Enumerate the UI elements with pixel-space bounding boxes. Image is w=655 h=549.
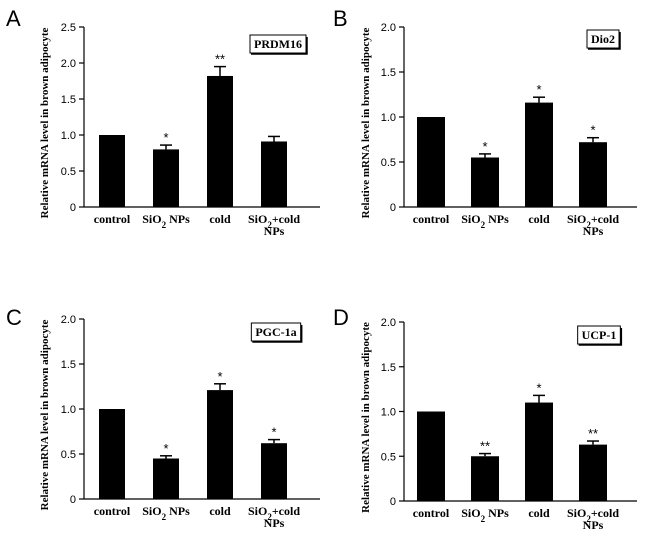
x-tick-label: NPs (264, 224, 285, 238)
significance-marker: * (482, 139, 487, 154)
x-tick-label: SiO2 NPs (142, 212, 190, 230)
y-tick-label: 1.0 (381, 112, 396, 124)
significance-marker: * (163, 130, 168, 145)
x-tick-label: cold (528, 506, 550, 520)
y-axis-label: Relative mRNA level in brown adipocyte (360, 322, 372, 513)
y-tick-label: 0.5 (61, 166, 76, 178)
bar (579, 444, 607, 501)
gene-label-shadow (252, 325, 303, 343)
significance-marker: * (271, 425, 276, 440)
significance-marker: * (536, 380, 541, 395)
panel-letter: D (333, 305, 349, 330)
y-tick-label: 0.5 (381, 157, 396, 169)
significance-marker: ** (480, 439, 490, 454)
bar (525, 102, 553, 207)
y-tick-label: 1.5 (381, 362, 396, 374)
y-tick-label: 0 (390, 202, 396, 214)
panel-letter: B (333, 6, 348, 31)
bar (99, 135, 125, 207)
panel-d: D Relative mRNA level in brown adipocyte 0… (333, 305, 637, 532)
gene-label-box (577, 325, 621, 345)
x-tick-label: SiO2+cold (567, 212, 619, 230)
y-tick-label: 1.0 (61, 130, 76, 142)
x-tick-label: NPs (264, 516, 285, 530)
bar (417, 411, 445, 501)
y-tick-label: 0.5 (381, 451, 396, 463)
y-tick-label: 2.0 (61, 58, 76, 70)
x-tick-label: cold (209, 504, 231, 518)
y-tick-label: 1.5 (61, 359, 76, 371)
panel-letter: C (6, 305, 22, 330)
y-tick-label: 0 (70, 494, 76, 506)
gene-label-shadow (251, 37, 308, 55)
y-tick-label: 1.5 (381, 67, 396, 79)
x-tick-label: SiO2 NPs (142, 504, 190, 522)
bar (471, 157, 499, 207)
bar (261, 141, 287, 207)
bar (261, 443, 287, 499)
significance-marker: * (217, 369, 222, 384)
gene-label: PRDM16 (254, 37, 302, 51)
x-tick-label: control (413, 212, 450, 226)
panel-a: A Relative mRNA level in brown adipocyte 0… (6, 6, 320, 238)
x-tick-label: control (94, 212, 131, 226)
y-axis-label: Relative mRNA level in brown adipocyte (39, 320, 51, 511)
y-tick-label: 0 (70, 202, 76, 214)
significance-marker: * (590, 123, 595, 138)
y-tick-label: 2.0 (61, 314, 76, 326)
y-tick-label: 1.0 (61, 404, 76, 416)
x-tick-label: SiO2 NPs (461, 506, 509, 524)
bar (153, 149, 179, 207)
bar (579, 142, 607, 207)
x-tick-label: cold (528, 212, 550, 226)
bar (153, 458, 179, 499)
significance-marker: ** (588, 426, 598, 441)
panel-b: B Relative mRNA level in brown adipocyte 0… (333, 6, 637, 238)
gene-label: UCP-1 (582, 328, 617, 342)
gene-label-box (249, 34, 307, 54)
x-tick-label: control (413, 506, 450, 520)
significance-marker: ** (215, 52, 225, 67)
bar (471, 456, 499, 501)
bar (207, 390, 233, 499)
panel-c: C Relative mRNA level in brown adipocyte 0… (6, 305, 320, 530)
gene-label-shadow (578, 328, 623, 346)
y-tick-label: 2.0 (381, 22, 396, 34)
gene-label-shadow (588, 32, 621, 50)
x-tick-label: control (94, 504, 131, 518)
y-tick-label: 0 (390, 496, 396, 508)
y-tick-label: 2.0 (381, 317, 396, 329)
panel-letter: A (6, 6, 21, 31)
y-axis-label: Relative mRNA level in brown adipocyte (360, 28, 372, 219)
gene-label-box (250, 322, 302, 342)
x-tick-label: NPs (583, 518, 604, 532)
significance-marker: * (163, 441, 168, 456)
bar (99, 409, 125, 499)
significance-marker: * (536, 82, 541, 97)
x-tick-label: SiO2 NPs (461, 212, 509, 230)
y-tick-label: 0.5 (61, 449, 76, 461)
gene-label: PGC-1a (255, 325, 296, 339)
x-tick-label: cold (209, 212, 231, 226)
x-tick-label: SiO2+cold (248, 212, 300, 230)
x-tick-label: SiO2+cold (248, 504, 300, 522)
y-tick-label: 2.5 (61, 22, 76, 34)
y-tick-label: 1.0 (381, 407, 396, 419)
gene-label: Dio2 (591, 32, 615, 46)
bar (417, 117, 445, 207)
y-axis-label: Relative mRNA level in brown adipocyte (39, 28, 51, 219)
gene-label-box (586, 29, 620, 49)
bar (207, 75, 233, 208)
x-tick-label: SiO2+cold (567, 506, 619, 524)
x-tick-label: NPs (583, 224, 604, 238)
y-tick-label: 1.5 (61, 94, 76, 106)
bar (525, 402, 553, 501)
